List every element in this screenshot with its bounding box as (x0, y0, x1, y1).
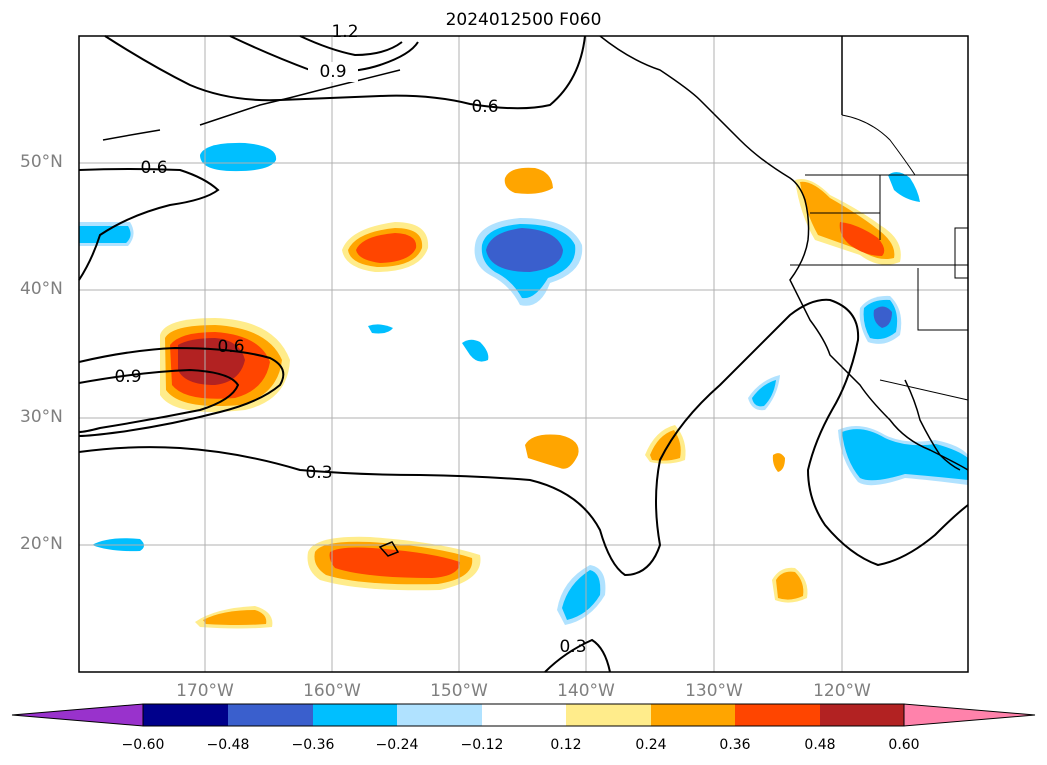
coastlines (102, 35, 969, 557)
lat-label: 20°N (20, 534, 63, 554)
lon-label: 170°W (176, 681, 234, 701)
colorbar-tick-label: −0.60 (121, 737, 165, 753)
contour-label: 1.2 (331, 22, 359, 42)
contour-label: 0.6 (140, 158, 168, 178)
contour-label: 0.6 (471, 97, 499, 117)
contour-label: 0.9 (308, 62, 358, 82)
colorbar-tick-label: −0.12 (460, 737, 504, 753)
colorbar-box-2 (228, 704, 313, 726)
map-frame (78, 35, 969, 673)
colorbar-box-6 (566, 704, 651, 726)
graticule (79, 36, 968, 672)
colorbar-tick-label: 0.24 (635, 737, 667, 753)
borders (790, 114, 969, 401)
colorbar (11, 703, 1036, 727)
lon-label: 120°W (813, 681, 871, 701)
map-title: 2024012500 F060 (445, 10, 602, 30)
contour-label: 0.9 (114, 367, 142, 387)
anomaly-fills (79, 142, 968, 629)
colorbar-box-3 (313, 704, 397, 726)
lat-label: 30°N (20, 407, 63, 427)
colorbar-tick-label: 0.60 (888, 737, 920, 753)
contour-label: 0.3 (305, 463, 333, 483)
contour-lines (78, 35, 969, 673)
colorbar-box-5 (482, 704, 566, 726)
colorbar-box-4 (397, 704, 482, 726)
colorbar-tick-label: −0.24 (375, 737, 419, 753)
colorbar-tick-label: −0.48 (206, 737, 250, 753)
colorbar-under-arrow (11, 703, 144, 727)
lon-label: 160°W (303, 681, 361, 701)
colorbar-box-9 (820, 704, 904, 726)
colorbar-tick-label: 0.48 (804, 737, 836, 753)
lon-label: 140°W (557, 681, 615, 701)
colorbar-tick-label: −0.36 (291, 737, 335, 753)
colorbar-box-1 (143, 704, 228, 726)
contour-label: 0.3 (559, 637, 587, 657)
lon-label: 150°W (430, 681, 488, 701)
colorbar-tick-label: 0.36 (719, 737, 751, 753)
lon-label: 130°W (685, 681, 743, 701)
lat-label: 50°N (20, 152, 63, 172)
colorbar-over-arrow (903, 703, 1036, 727)
contour-label: 0.6 (217, 337, 245, 357)
colorbar-box-7 (651, 704, 735, 726)
lat-label: 40°N (20, 279, 63, 299)
colorbar-tick-label: 0.12 (550, 737, 582, 753)
colorbar-box-8 (735, 704, 820, 726)
